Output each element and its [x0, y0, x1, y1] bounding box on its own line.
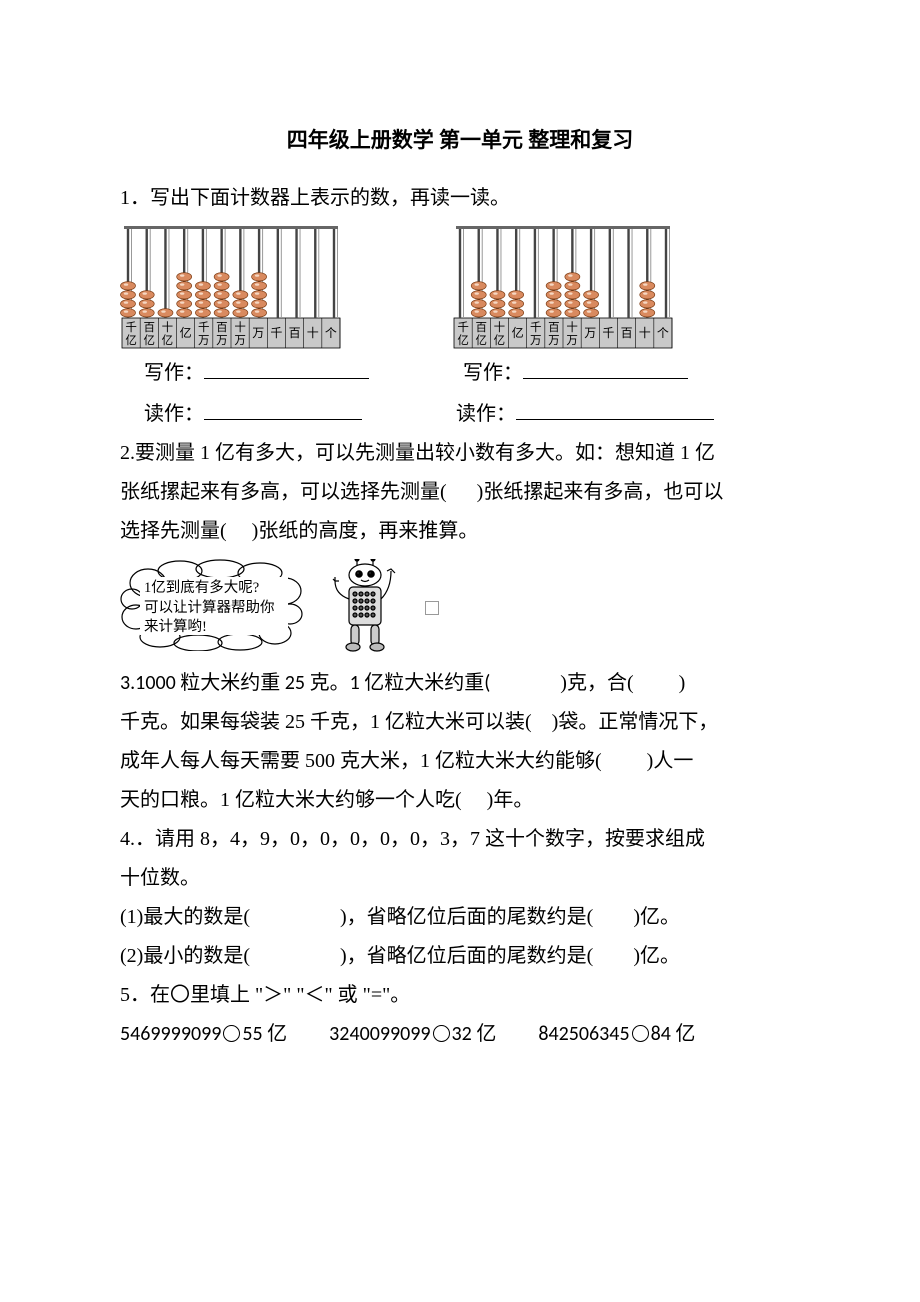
q2-line3: 选择先测量( )张纸的高度，再来推算。	[120, 512, 800, 551]
svg-text:万: 万	[216, 335, 228, 347]
svg-text:千: 千	[270, 326, 282, 340]
svg-text:百: 百	[144, 322, 156, 334]
svg-text:亿: 亿	[494, 334, 506, 347]
svg-text:亿: 亿	[125, 334, 136, 347]
abacus-1: 千亿百亿十亿亿千万百万十万万千百十个	[120, 224, 342, 350]
svg-text:亿: 亿	[162, 334, 174, 347]
svg-text:十: 十	[494, 320, 506, 334]
q4-stem1: 4.．请用 8，4，9，0，0，0，0，0，3，7 这十个数字，按要求组成	[120, 820, 800, 859]
hint-text: 1亿到底有多大呢? 可以让计算器帮助你 来计算哟!	[144, 579, 275, 638]
q4-stem2: 十位数。	[120, 859, 800, 898]
robot-icon	[325, 559, 405, 654]
svg-text:百: 百	[548, 322, 560, 334]
svg-text:万: 万	[548, 335, 560, 347]
abacus-2: 千亿百亿十亿亿千万百万十万万千百十个	[452, 224, 674, 350]
marker-square	[425, 601, 439, 615]
svg-text:万: 万	[530, 335, 542, 347]
q5-stem: 5．在〇里填上 "＞" "＜" 或 "="。	[120, 976, 800, 1015]
abacus-1-svg: 千亿百亿十亿亿千万百万十万万千百十个	[120, 224, 342, 350]
q5-c: 84250634584 亿	[538, 1015, 695, 1054]
write-label-2: 写作：	[463, 362, 523, 384]
worksheet-page: 四年级上册数学 第一单元 整理和复习 1．写出下面计数器上表示的数，再读一读。 …	[0, 0, 920, 1302]
svg-text:十: 十	[639, 326, 651, 340]
hint-bubble: 1亿到底有多大呢? 可以让计算器帮助你 来计算哟!	[120, 559, 305, 651]
svg-text:万: 万	[252, 326, 264, 340]
svg-text:十: 十	[307, 326, 319, 340]
svg-text:个: 个	[325, 326, 337, 340]
svg-text:万: 万	[584, 326, 596, 340]
q5-row: 546999909955 亿 324009909932 亿 8425063458…	[120, 1015, 800, 1054]
q1-read-row: 读作： 读作：	[120, 395, 800, 434]
q5-b: 324009909932 亿	[329, 1015, 496, 1054]
svg-text:十: 十	[234, 320, 246, 334]
svg-text:万: 万	[198, 335, 210, 347]
svg-text:十: 十	[162, 320, 174, 334]
svg-text:百: 百	[289, 326, 301, 340]
q4-l1: (1)最大的数是( )，省略亿位后面的尾数约是( )亿。	[120, 898, 800, 937]
svg-text:亿: 亿	[476, 334, 488, 347]
svg-text:百: 百	[476, 322, 488, 334]
svg-text:千: 千	[602, 326, 614, 340]
read-label-1: 读作：	[144, 403, 204, 425]
svg-text:百: 百	[621, 326, 633, 340]
read-label-2: 读作：	[456, 403, 516, 425]
svg-text:千: 千	[530, 321, 542, 334]
q3-l1: 3.1000 粒大米约重 25 克。1 亿粒大米约重( )克，合( )	[120, 664, 800, 703]
circle-icon	[632, 1025, 649, 1042]
svg-text:万: 万	[566, 335, 578, 347]
circle-icon	[433, 1025, 450, 1042]
q2-line2: 张纸摞起来有多高，可以选择先测量( )张纸摞起来有多高，也可以	[120, 473, 800, 512]
blank-read-2	[516, 402, 714, 420]
svg-text:千: 千	[125, 321, 136, 334]
svg-text:万: 万	[234, 335, 246, 347]
svg-text:亿: 亿	[512, 325, 524, 340]
blank-write-1	[204, 361, 369, 379]
blank-write-2	[523, 361, 688, 379]
page-title: 四年级上册数学 第一单元 整理和复习	[120, 120, 800, 161]
svg-text:千: 千	[198, 321, 210, 334]
abacus-row: 千亿百亿十亿亿千万百万十万万千百十个 千亿百亿十亿亿千万百万十万万千百十个	[120, 224, 800, 350]
q3-l3: 成年人每人每天需要 500 克大米，1 亿粒大米大约能够( )人一	[120, 742, 800, 781]
q5-a: 546999909955 亿	[120, 1015, 287, 1054]
svg-text:百: 百	[216, 322, 228, 334]
svg-text:十: 十	[566, 320, 578, 334]
svg-text:个: 个	[657, 326, 669, 340]
q2-line1: 2.要测量 1 亿有多大，可以先测量出较小数有多大。如：想知道 1 亿	[120, 434, 800, 473]
circle-icon	[223, 1025, 240, 1042]
q1-write-row: 写作： 写作：	[120, 354, 800, 393]
q1-stem: 1．写出下面计数器上表示的数，再读一读。	[120, 179, 800, 218]
svg-text:亿: 亿	[144, 334, 156, 347]
svg-text:亿: 亿	[180, 325, 192, 340]
blank-read-1	[204, 402, 362, 420]
svg-text:千: 千	[457, 321, 469, 334]
write-label-1: 写作：	[144, 362, 204, 384]
abacus-2-svg: 千亿百亿十亿亿千万百万十万万千百十个	[452, 224, 674, 350]
q3-l4: 天的口粮。1 亿粒大米大约够一个人吃( )年。	[120, 781, 800, 820]
q3-l2: 千克。如果每袋装 25 千克，1 亿粒大米可以装( )袋。正常情况下，	[120, 703, 800, 742]
hint-row: 1亿到底有多大呢? 可以让计算器帮助你 来计算哟!	[120, 559, 800, 654]
svg-text:亿: 亿	[457, 334, 469, 347]
q4-l2: (2)最小的数是( )，省略亿位后面的尾数约是( )亿。	[120, 937, 800, 976]
